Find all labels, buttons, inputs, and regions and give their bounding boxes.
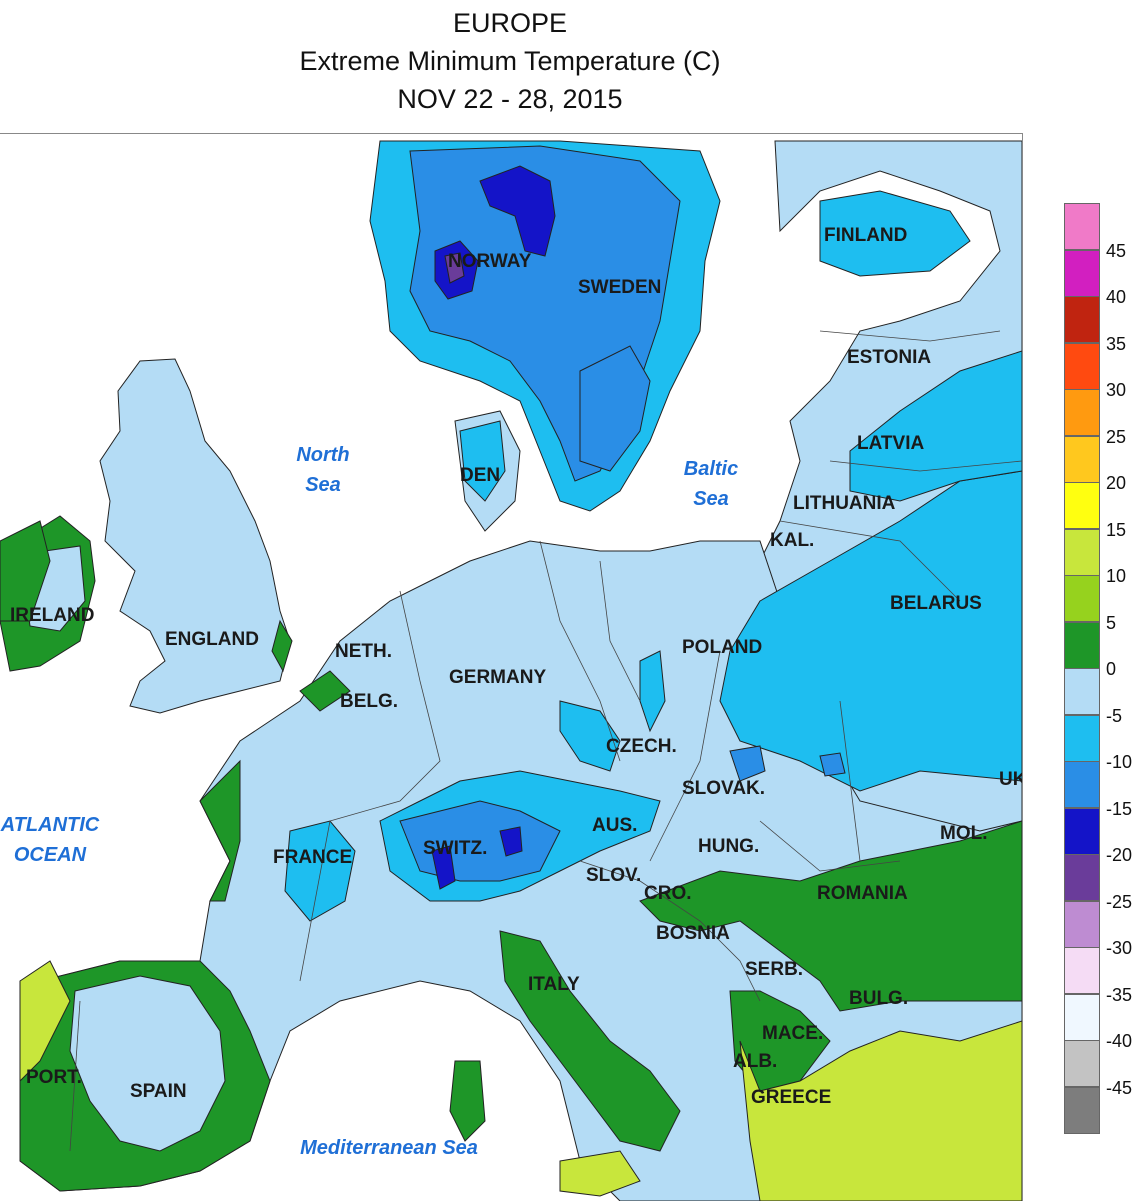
sea-labels: North Sea Baltic Sea ATLANTIC OCEAN Medi… — [0, 444, 738, 1159]
label-italy: ITALY — [528, 974, 580, 995]
legend-label: 35 — [1106, 333, 1127, 354]
label-belarus: BELARUS — [890, 593, 982, 614]
legend-label: -10 — [1106, 752, 1133, 772]
label-france: FRANCE — [273, 847, 352, 868]
title-variable: Extreme Minimum Temperature (C) — [299, 46, 721, 76]
label-baltic-sea-2: Sea — [693, 488, 729, 510]
legend-swatch — [1064, 621, 1100, 669]
label-czech: CZECH. — [606, 736, 677, 757]
label-slovakia: SLOVAK. — [682, 778, 765, 799]
legend-label: 30 — [1106, 380, 1127, 400]
legend-label: 20 — [1106, 473, 1127, 493]
country-borders — [69, 330, 1022, 1152]
label-belgium: BELG. — [340, 691, 398, 712]
legend-swatch — [1064, 761, 1100, 808]
label-sweden: SWEDEN — [578, 277, 661, 298]
label-romania: ROMANIA — [817, 883, 908, 904]
land-sicily — [559, 1150, 641, 1197]
legend-label: 10 — [1106, 566, 1127, 586]
band-spain-interior — [69, 975, 226, 1152]
label-portugal: PORT. — [26, 1067, 82, 1088]
legend-label: -25 — [1106, 891, 1133, 912]
legend-swatch — [1064, 575, 1100, 622]
legend-swatch — [1064, 947, 1100, 994]
legend-swatch — [1064, 249, 1100, 297]
label-north-sea-2: Sea — [305, 474, 341, 496]
legend-swatch — [1064, 900, 1100, 948]
label-netherlands: NETH. — [335, 641, 392, 662]
label-atlantic-1: ATLANTIC — [0, 814, 100, 836]
legend-swatch — [1064, 714, 1100, 762]
legend-swatch — [1064, 854, 1100, 901]
label-poland: POLAND — [682, 637, 762, 658]
legend-label: -20 — [1106, 845, 1133, 865]
label-spain: SPAIN — [130, 1081, 187, 1102]
label-croatia: CRO. — [644, 883, 692, 904]
label-north-sea-1: North — [296, 444, 349, 466]
country-labels: NORWAY SWEDEN FINLAND ESTONIA LATVIA LIT… — [10, 225, 1022, 1108]
legend-label: 15 — [1106, 519, 1127, 540]
legend-swatch — [1064, 296, 1100, 343]
label-estonia: ESTONIA — [847, 347, 931, 368]
land-italy — [499, 930, 681, 1152]
label-slovenia: SLOV. — [586, 865, 641, 886]
band-5-10 — [19, 960, 1022, 1201]
label-ukraine: UK — [999, 769, 1022, 790]
label-bosnia: BOSNIA — [656, 923, 730, 944]
label-denmark: DEN — [460, 465, 500, 486]
land-sardinia — [449, 1060, 486, 1142]
legend-swatch — [1064, 389, 1100, 436]
legend-label: -40 — [1106, 1031, 1133, 1051]
label-hungary: HUNG. — [698, 836, 759, 857]
label-kaliningrad: KAL. — [770, 530, 814, 551]
label-bulgaria: BULG. — [849, 988, 908, 1009]
legend-swatch — [1064, 807, 1100, 855]
legend-swatch — [1064, 993, 1100, 1041]
label-mediterranean: Mediterranean Sea — [300, 1137, 478, 1159]
legend-label: -35 — [1106, 984, 1133, 1005]
map-panel: NORWAY SWEDEN FINLAND ESTONIA LATVIA LIT… — [0, 133, 1023, 1201]
label-albania: ALB. — [733, 1051, 777, 1072]
label-serbia: SERB. — [745, 959, 803, 980]
temperature-map: NORWAY SWEDEN FINLAND ESTONIA LATVIA LIT… — [0, 140, 1022, 1201]
legend-label: 0 — [1106, 659, 1117, 679]
legend-swatch — [1064, 342, 1100, 390]
label-finland: FINLAND — [824, 225, 907, 246]
label-austria: AUS. — [592, 815, 637, 836]
legend-label: -15 — [1106, 798, 1133, 819]
legend-swatch — [1064, 1086, 1100, 1134]
label-baltic-sea-1: Baltic — [684, 458, 738, 480]
label-germany: GERMANY — [449, 667, 546, 688]
label-england: ENGLAND — [165, 629, 259, 650]
band-minus-25 — [444, 252, 465, 284]
map-title: EUROPE Extreme Minimum Temperature (C) N… — [0, 0, 1020, 118]
label-ireland: IRELAND — [10, 605, 94, 626]
legend-swatch — [1064, 482, 1100, 529]
legend-swatch — [1064, 1040, 1100, 1087]
legend-label: 25 — [1106, 426, 1127, 447]
label-macedonia: MACE. — [762, 1023, 823, 1044]
legend-swatch — [1064, 203, 1100, 250]
legend-swatch — [1064, 528, 1100, 576]
legend-label: 5 — [1106, 612, 1117, 633]
title-date-range: NOV 22 - 28, 2015 — [397, 84, 623, 114]
band-minus-15 — [399, 145, 846, 882]
label-switzerland: SWITZ. — [423, 838, 487, 859]
label-lithuania: LITHUANIA — [793, 493, 896, 514]
legend-swatch — [1064, 435, 1100, 483]
label-moldova: MOL. — [940, 823, 988, 844]
label-greece: GREECE — [751, 1087, 831, 1108]
label-latvia: LATVIA — [857, 433, 924, 454]
legend-label: -45 — [1106, 1077, 1133, 1098]
legend-label: -5 — [1106, 705, 1123, 726]
legend-swatch — [1064, 668, 1100, 715]
label-atlantic-2: OCEAN — [14, 844, 87, 866]
label-norway: NORWAY — [448, 251, 532, 272]
land-great-britain — [99, 358, 291, 714]
legend-label: 45 — [1106, 240, 1127, 261]
title-region: EUROPE — [452, 8, 568, 38]
legend-label: 40 — [1106, 287, 1127, 307]
legend-label: -30 — [1106, 938, 1133, 958]
